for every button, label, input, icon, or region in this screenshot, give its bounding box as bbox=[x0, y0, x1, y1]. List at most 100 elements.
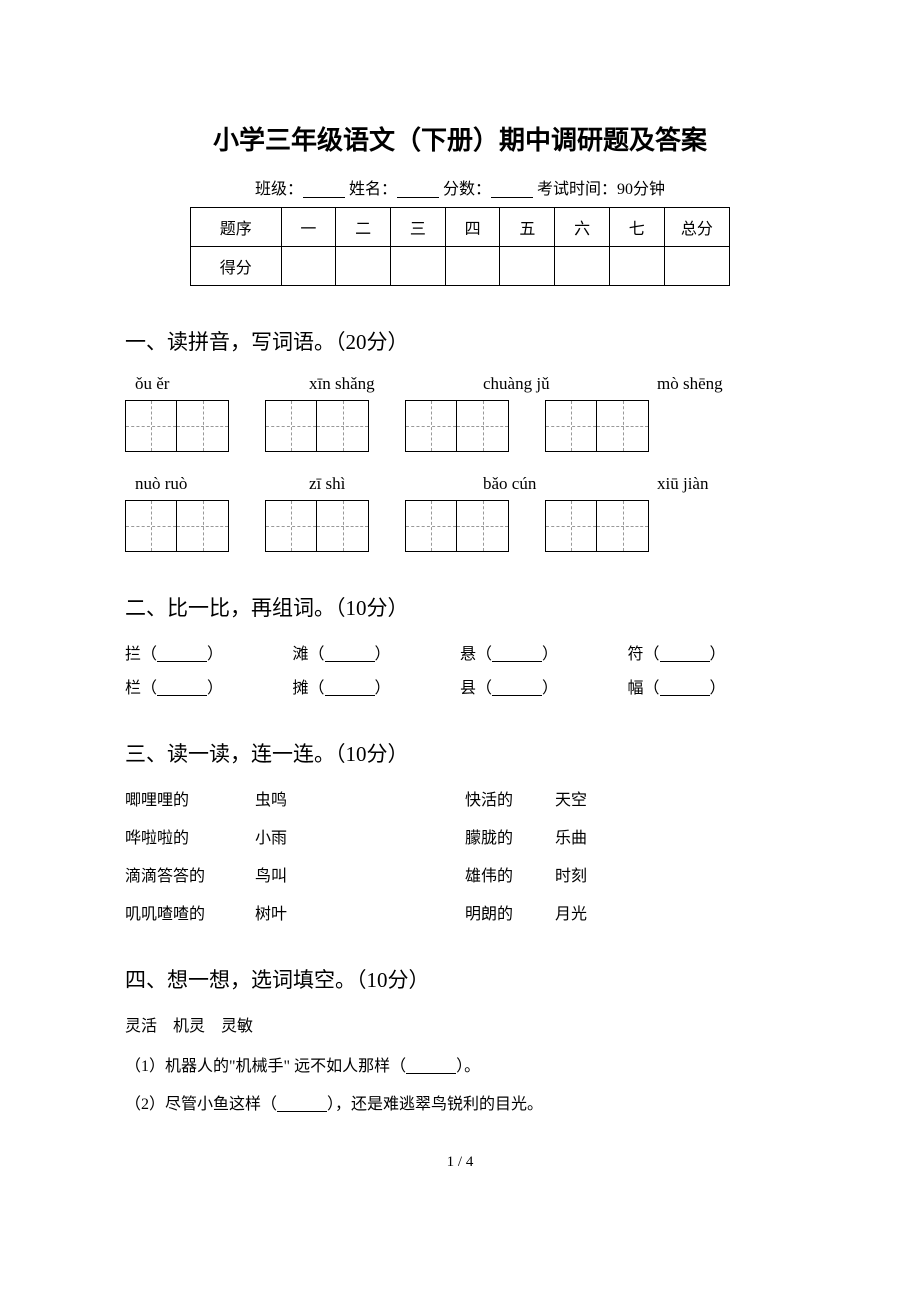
compare-item: 符（） bbox=[628, 640, 796, 664]
compare-item: 滩（） bbox=[293, 640, 461, 664]
header-cell: 题序 bbox=[191, 208, 282, 247]
score-cell[interactable] bbox=[391, 247, 446, 286]
char-box[interactable] bbox=[265, 400, 317, 452]
char-box[interactable] bbox=[177, 500, 229, 552]
match-text: 月光 bbox=[555, 900, 625, 924]
fill-blank[interactable] bbox=[492, 648, 542, 662]
q4-line-1: （1）机器人的"机械手" 远不如人那样（）。 bbox=[125, 1052, 795, 1076]
match-row: 朦胧的乐曲 bbox=[465, 824, 625, 848]
score-cell[interactable] bbox=[555, 247, 610, 286]
q1-heading: 一、读拼音，写词语。（20分） bbox=[125, 326, 795, 356]
compare-row-2: 栏（） 摊（） 县（） 幅（） bbox=[125, 674, 795, 698]
char-box[interactable] bbox=[597, 500, 649, 552]
char-box[interactable] bbox=[405, 400, 457, 452]
score-label: 分数： bbox=[443, 181, 491, 198]
char-box[interactable] bbox=[177, 400, 229, 452]
header-cell: 三 bbox=[391, 208, 446, 247]
match-row: 雄伟的时刻 bbox=[465, 862, 625, 886]
q4-line-2: （2）尽管小鱼这样（），还是难逃翠鸟锐利的目光。 bbox=[125, 1090, 795, 1114]
char-box-pair[interactable] bbox=[265, 500, 369, 552]
match-text: 哗啦啦的 bbox=[125, 824, 255, 848]
char-box-pair[interactable] bbox=[545, 500, 649, 552]
header-cell: 四 bbox=[445, 208, 500, 247]
q2-heading: 二、比一比，再组词。（10分） bbox=[125, 592, 795, 622]
match-col-left: 唧哩哩的虫鸣 哗啦啦的小雨 滴滴答答的鸟叫 叽叽喳喳的树叶 bbox=[125, 786, 325, 924]
char-box-pair[interactable] bbox=[405, 500, 509, 552]
fill-blank[interactable] bbox=[157, 648, 207, 662]
match-text: 时刻 bbox=[555, 862, 625, 886]
name-blank[interactable] bbox=[397, 182, 439, 198]
fill-blank[interactable] bbox=[406, 1060, 456, 1074]
char-box[interactable] bbox=[545, 400, 597, 452]
pinyin-item: chuàng jǔ bbox=[483, 374, 621, 394]
char-box[interactable] bbox=[317, 400, 369, 452]
pinyin-row-2: nuò ruò zī shì bǎo cún xiū jiàn bbox=[135, 474, 795, 494]
pinyin-item: xiū jiàn bbox=[657, 474, 795, 494]
char-box-pair[interactable] bbox=[125, 400, 229, 452]
fill-blank[interactable] bbox=[325, 682, 375, 696]
pinyin-item: nuò ruò bbox=[135, 474, 273, 494]
score-cell[interactable] bbox=[609, 247, 664, 286]
char-box[interactable] bbox=[405, 500, 457, 552]
match-row: 滴滴答答的鸟叫 bbox=[125, 862, 325, 886]
score-cell-label: 得分 bbox=[191, 247, 282, 286]
compare-item: 县（） bbox=[460, 674, 628, 698]
score-cell[interactable] bbox=[281, 247, 336, 286]
match-row: 快活的天空 bbox=[465, 786, 625, 810]
table-header-row: 题序 一 二 三 四 五 六 七 总分 bbox=[191, 208, 730, 247]
table-score-row: 得分 bbox=[191, 247, 730, 286]
page-number: 1 / 4 bbox=[125, 1154, 795, 1171]
q4-heading: 四、想一想，选词填空。（10分） bbox=[125, 964, 795, 994]
match-col-right: 快活的天空 朦胧的乐曲 雄伟的时刻 明朗的月光 bbox=[465, 786, 625, 924]
q4-text: （1）机器人的"机械手" 远不如人那样（ bbox=[125, 1058, 406, 1075]
fill-blank[interactable] bbox=[660, 648, 710, 662]
pinyin-item: mò shēng bbox=[657, 374, 795, 394]
match-container: 唧哩哩的虫鸣 哗啦啦的小雨 滴滴答答的鸟叫 叽叽喳喳的树叶 快活的天空 朦胧的乐… bbox=[125, 786, 795, 924]
header-cell: 五 bbox=[500, 208, 555, 247]
score-table: 题序 一 二 三 四 五 六 七 总分 得分 bbox=[190, 207, 730, 286]
class-blank[interactable] bbox=[303, 182, 345, 198]
char-box[interactable] bbox=[317, 500, 369, 552]
char-box-pair[interactable] bbox=[265, 400, 369, 452]
fill-blank[interactable] bbox=[277, 1098, 327, 1112]
pinyin-item: bǎo cún bbox=[483, 474, 621, 494]
score-blank[interactable] bbox=[491, 182, 533, 198]
header-cell: 总分 bbox=[664, 208, 729, 247]
match-text: 虫鸣 bbox=[255, 786, 325, 810]
pinyin-item: zī shì bbox=[309, 474, 447, 494]
fill-blank[interactable] bbox=[157, 682, 207, 696]
time-label: 考试时间：90分钟 bbox=[537, 181, 665, 198]
header-cell: 一 bbox=[281, 208, 336, 247]
match-text: 天空 bbox=[555, 786, 625, 810]
char-box[interactable] bbox=[545, 500, 597, 552]
match-text: 叽叽喳喳的 bbox=[125, 900, 255, 924]
boxes-row-1 bbox=[125, 400, 795, 452]
q4-text: （2）尽管小鱼这样（ bbox=[125, 1096, 277, 1113]
char-box[interactable] bbox=[457, 400, 509, 452]
char-box[interactable] bbox=[125, 400, 177, 452]
match-row: 唧哩哩的虫鸣 bbox=[125, 786, 325, 810]
header-cell: 六 bbox=[555, 208, 610, 247]
name-label: 姓名： bbox=[349, 181, 397, 198]
pinyin-row-1: ǒu ěr xīn shǎng chuàng jǔ mò shēng bbox=[135, 374, 795, 394]
char-box[interactable] bbox=[265, 500, 317, 552]
char-box-pair[interactable] bbox=[125, 500, 229, 552]
compare-row-1: 拦（） 滩（） 悬（） 符（） bbox=[125, 640, 795, 664]
fill-blank[interactable] bbox=[660, 682, 710, 696]
score-cell[interactable] bbox=[500, 247, 555, 286]
char-box[interactable] bbox=[457, 500, 509, 552]
score-cell[interactable] bbox=[664, 247, 729, 286]
char-box[interactable] bbox=[125, 500, 177, 552]
char-box-pair[interactable] bbox=[405, 400, 509, 452]
fill-blank[interactable] bbox=[492, 682, 542, 696]
compare-item: 栏（） bbox=[125, 674, 293, 698]
fill-blank[interactable] bbox=[325, 648, 375, 662]
score-cell[interactable] bbox=[445, 247, 500, 286]
char-box-pair[interactable] bbox=[545, 400, 649, 452]
score-cell[interactable] bbox=[336, 247, 391, 286]
char-box[interactable] bbox=[597, 400, 649, 452]
boxes-row-2 bbox=[125, 500, 795, 552]
match-row: 明朗的月光 bbox=[465, 900, 625, 924]
match-text: 树叶 bbox=[255, 900, 325, 924]
compare-item: 拦（） bbox=[125, 640, 293, 664]
